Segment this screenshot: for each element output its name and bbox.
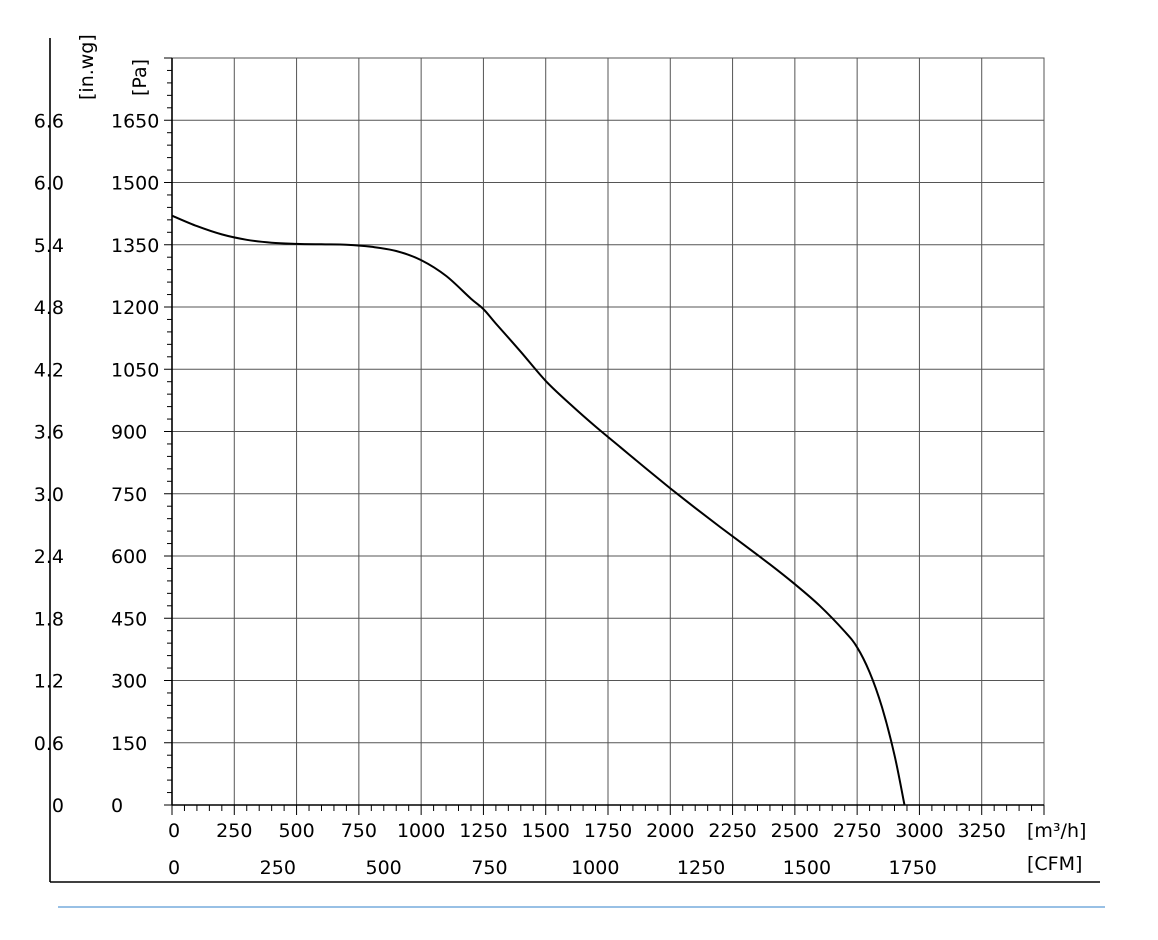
x-tick-label: 250 [216,820,252,842]
labels: 0 0 150 0.6 300 1.2 450 1.8 600 2.4 750 3.0 900 3.6 10… [34,110,1006,879]
x-axis-label: [m³/h] [1027,820,1086,842]
y-tick-label: 0 [111,795,123,817]
axes [49,38,1100,883]
x-tick-label: 1750 [584,820,632,842]
y2-tick-label: 6.6 [34,110,64,132]
x-tick-label: 2000 [646,820,694,842]
x2-tick-label: 0 [168,857,180,879]
y2-tick-label: 5.4 [34,235,64,257]
x-tick-label: 2750 [833,820,881,842]
y-tick-label: 450 [111,608,147,630]
y2-tick-label: 3.0 [34,484,64,506]
y2-tick-label: 3.6 [34,422,64,444]
grid [171,57,1045,806]
y-tick-label: 600 [111,546,147,568]
y-tick-label: 1500 [111,173,159,195]
y-tick-label: 1350 [111,235,159,257]
x2-tick-label: 1500 [783,857,831,879]
y2-tick-label: 4.2 [34,359,64,381]
x-tick-label: 3250 [958,820,1006,842]
y2-tick-label: 1.2 [34,671,64,693]
y-axis-label: [Pa] [129,59,151,96]
y2-tick-label: 4.8 [34,297,64,319]
x2-tick-label: 750 [471,857,507,879]
y-tick-label: 1050 [111,359,159,381]
y-tick-label: 900 [111,422,147,444]
x2-tick-label: 250 [260,857,296,879]
x-tick-label: 1500 [522,820,570,842]
x2-tick-label: 1000 [571,857,619,879]
x2-axis-label: [CFM] [1027,853,1082,875]
y2-tick-label: 2.4 [34,546,64,568]
y-tick-label: 750 [111,484,147,506]
x-tick-label: 1000 [397,820,445,842]
y2-tick-label: 0.6 [34,733,64,755]
x-tick-label: 2500 [771,820,819,842]
y-tick-label: 1200 [111,297,159,319]
x-tick-label: 750 [341,820,377,842]
x-tick-label: 0 [168,820,180,842]
x2-tick-label: 1750 [889,857,937,879]
series-line [171,214,906,806]
x-tick-label: 500 [278,820,314,842]
x-tick-label: 2250 [708,820,756,842]
x2-tick-label: 500 [366,857,402,879]
y2-axis-label: [in.wg] [76,34,98,100]
curve-layer [171,214,906,806]
x-tick-label: 1250 [459,820,507,842]
x-tick-label: 3000 [895,820,943,842]
y2-tick-label: 1.8 [34,608,64,630]
y2-tick-label: 6.0 [34,173,64,195]
y-tick-label: 300 [111,671,147,693]
y-tick-label: 150 [111,733,147,755]
y2-tick-label: 0 [52,795,64,817]
x2-tick-label: 1250 [677,857,725,879]
y-tick-label: 1650 [111,110,159,132]
